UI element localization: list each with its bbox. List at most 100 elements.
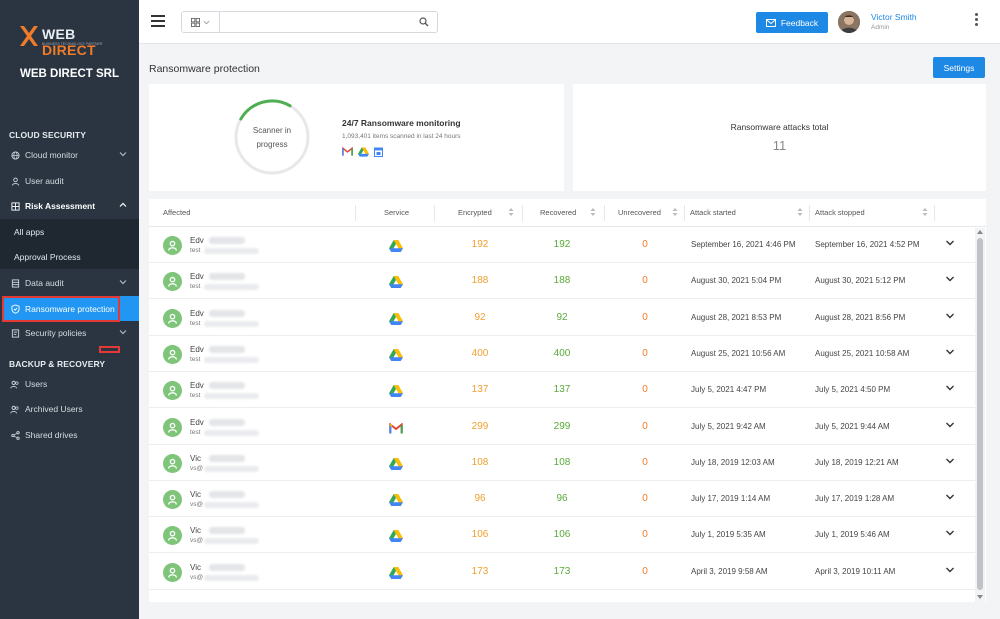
user-name[interactable]: Victor Smith (871, 12, 917, 22)
table-row[interactable]: Edv test 192 192 0 September 16, 2021 4:46 PM… (149, 227, 975, 263)
affected-name: Vic (190, 453, 201, 463)
user-icon (167, 422, 178, 433)
redacted-name (209, 273, 245, 281)
unrecovered-count: 0 (642, 239, 648, 250)
user-icon (167, 494, 178, 505)
apps-filter-button[interactable] (182, 12, 220, 32)
user-icon (167, 458, 178, 469)
attack-started: July 5, 2021 4:47 PM (691, 385, 767, 395)
menu-icon[interactable] (151, 15, 165, 27)
recovered-count: 137 (553, 384, 571, 396)
brand-logo: WEB DIRECT BUSINESS TECHNOLOGY PARTNER (18, 24, 123, 58)
user-icon (167, 240, 178, 251)
col-attack-stopped[interactable]: Attack stopped (815, 208, 865, 217)
redacted-email (204, 538, 259, 545)
expand-chevron-icon[interactable] (945, 311, 955, 321)
sidebar-item-user-audit[interactable]: User audit (0, 169, 139, 193)
sidebar-item-risk-assessment[interactable]: Risk Assessment (0, 194, 139, 218)
scroll-down-icon[interactable] (977, 594, 983, 600)
expand-chevron-icon[interactable] (945, 238, 955, 248)
table-row[interactable]: Edv test 299 299 0 July 5, 2021 9:42 AM July 5… (149, 409, 975, 445)
col-affected[interactable]: Affected (163, 208, 191, 217)
table-row[interactable]: Vic vs@ 106 106 0 July 1, 2019 5:35 AM July 1,… (149, 517, 975, 554)
attack-stopped: August 28, 2021 8:56 PM (815, 312, 906, 322)
expand-chevron-icon[interactable] (945, 420, 955, 430)
service-cell (389, 312, 403, 325)
redacted-name (209, 345, 245, 353)
col-encrypted[interactable]: Encrypted (458, 208, 492, 217)
avatar (163, 308, 182, 328)
sidebar-item-archived-users[interactable]: Archived Users (0, 397, 139, 421)
scanner-status: Scanner in progress (252, 126, 292, 149)
table-row[interactable]: Vic vs@ 96 96 0 July 17, 2019 1:14 AM July 17,… (149, 481, 975, 518)
feedback-button[interactable]: Feedback (756, 12, 828, 33)
expand-chevron-icon[interactable] (945, 492, 955, 502)
sort-icon[interactable] (590, 207, 596, 217)
table-row[interactable]: Edv test 92 92 0 August 28, 2021 8:53 PM Augus… (149, 300, 975, 336)
scroll-thumb[interactable] (977, 238, 983, 590)
service-cell (389, 457, 403, 470)
search-input[interactable] (222, 14, 412, 30)
service-cell (389, 493, 403, 507)
monitoring-title: 24/7 Ransomware monitoring (342, 118, 461, 128)
google-drive-icon (389, 312, 403, 325)
encrypted-count: 173 (471, 565, 489, 577)
attack-started: August 30, 2021 5:04 PM (691, 276, 782, 286)
expand-chevron-icon[interactable] (945, 274, 955, 284)
settings-button[interactable]: Settings (933, 57, 985, 78)
attack-started: July 5, 2021 9:42 AM (691, 421, 766, 431)
table-scrollbar[interactable] (975, 228, 985, 602)
sidebar-subitem-approval-process[interactable]: Approval Process (0, 244, 139, 269)
redacted-name (209, 563, 245, 571)
redacted-email (204, 356, 259, 363)
expand-chevron-icon[interactable] (945, 347, 955, 357)
table-row[interactable]: Vic vs@ 108 108 0 July 18, 2019 12:03 AM July … (149, 445, 975, 481)
chevron-down-icon (203, 20, 210, 24)
expand-chevron-icon[interactable] (945, 456, 955, 466)
user-avatar[interactable] (838, 11, 860, 33)
google-drive-icon (389, 530, 403, 543)
sort-icon[interactable] (797, 207, 803, 217)
user-icon (167, 531, 178, 542)
col-recovered[interactable]: Recovered (540, 208, 577, 217)
sidebar-subitem-all-apps[interactable]: All apps (0, 219, 139, 244)
col-service[interactable]: Service (384, 208, 410, 217)
chevron-down-icon (119, 280, 127, 285)
table-row[interactable]: Edv test 188 188 0 August 30, 2021 5:04 PM Aug… (149, 263, 975, 300)
sort-icon[interactable] (508, 207, 514, 217)
table-row[interactable]: Edv test 137 137 0 July 5, 2021 4:47 PM July 5… (149, 372, 975, 409)
expand-chevron-icon[interactable] (945, 383, 955, 393)
scroll-up-icon[interactable] (977, 229, 983, 235)
affected-email: vs@ (190, 537, 204, 545)
col-unrecovered[interactable]: Unrecovered (618, 208, 661, 217)
avatar (163, 236, 182, 255)
expand-chevron-icon[interactable] (945, 565, 955, 575)
sort-icon[interactable] (672, 207, 678, 217)
sort-icon[interactable] (922, 207, 928, 217)
expand-chevron-icon[interactable] (945, 528, 955, 538)
affected-name: Vic (190, 526, 201, 536)
service-cell (389, 421, 403, 433)
table-row[interactable]: Vic vs@ 173 173 0 April 3, 2019 9:58 AM April … (149, 554, 975, 590)
search-icon[interactable] (419, 17, 429, 27)
unrecovered-count: 0 (642, 565, 648, 577)
affected-email: test (190, 428, 201, 436)
shield-icon (10, 303, 20, 314)
sidebar-item-data-audit[interactable]: Data audit (0, 271, 139, 295)
service-cell (389, 348, 403, 361)
sidebar-item-cloud-monitor[interactable]: Cloud monitor (0, 143, 139, 167)
encrypted-count: 106 (471, 529, 489, 541)
sidebar-item-users[interactable]: Users (0, 372, 139, 396)
table-row[interactable]: Edv test 400 400 0 August 25, 2021 10:56 AM Au… (149, 336, 975, 372)
sidebar-item-shared-drives[interactable]: Shared drives (0, 423, 139, 447)
sidebar-item-ransomware-protection[interactable]: Ransomware protection (3, 296, 139, 321)
col-attack-started[interactable]: Attack started (690, 208, 736, 217)
user-icon (167, 277, 178, 287)
attack-started: April 3, 2019 9:58 AM (691, 566, 768, 576)
more-options-icon[interactable] (975, 13, 979, 29)
gmail-icon (389, 421, 403, 433)
service-cell (389, 384, 403, 398)
brand-name: WEB DIRECT (42, 26, 96, 58)
encrypted-count: 137 (471, 384, 489, 396)
sidebar-item-security-policies[interactable]: Security policies (0, 321, 139, 345)
